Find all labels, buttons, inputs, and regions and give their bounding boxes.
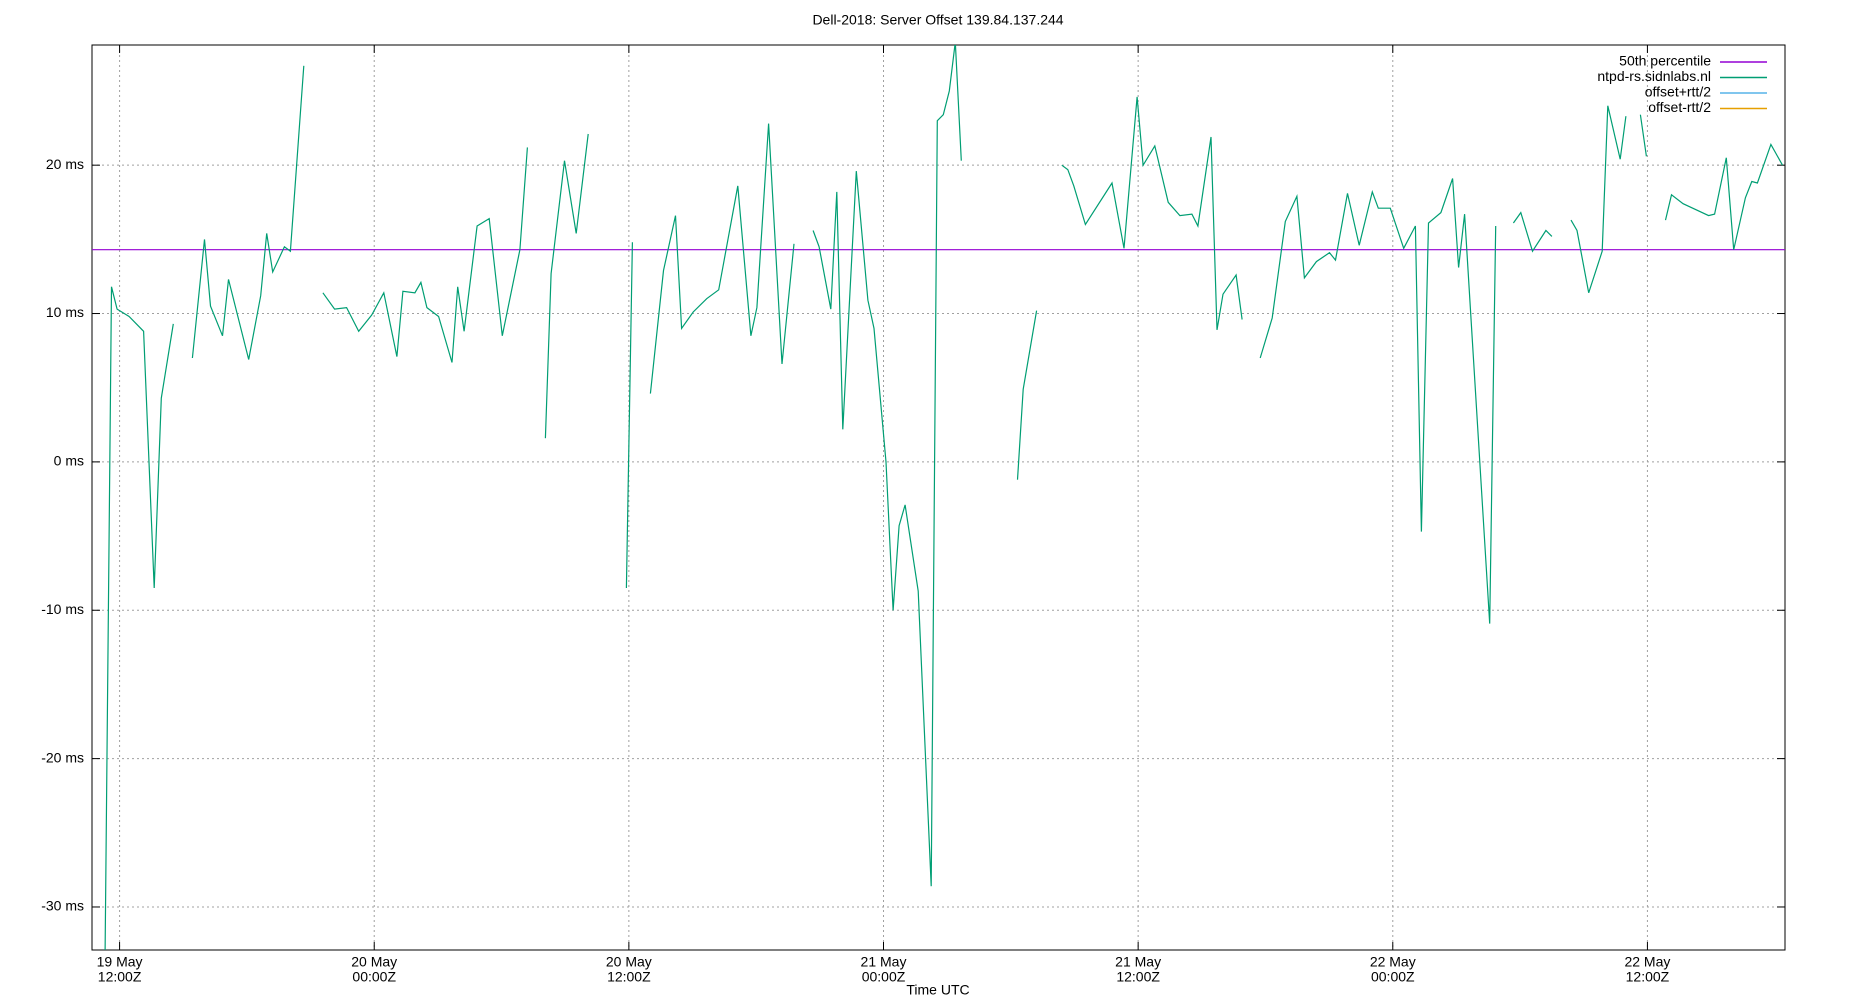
legend-label: ntpd-rs.sidnlabs.nl [1597,68,1711,84]
x-tick-label: 12:00Z [98,969,142,985]
legend-label: offset+rtt/2 [1645,84,1711,100]
x-tick-label: 00:00Z [352,969,396,985]
x-tick-label: 21 May [861,954,907,970]
y-tick-label: 10 ms [46,304,84,320]
x-tick-label: 00:00Z [1371,969,1415,985]
x-tick-label: 20 May [351,954,397,970]
x-tick-label: 12:00Z [1626,969,1670,985]
x-tick-label: 20 May [606,954,652,970]
x-tick-label: 21 May [1115,954,1161,970]
y-tick-label: -10 ms [41,601,84,617]
x-axis-title: Time UTC [906,982,969,998]
y-tick-label: -30 ms [41,898,84,914]
series-line [104,45,1784,950]
y-tick-label: 0 ms [54,453,84,469]
y-tick-label: 20 ms [46,156,84,172]
x-tick-label: 22 May [1624,954,1670,970]
x-tick-label: 19 May [97,954,143,970]
x-tick-label: 00:00Z [862,969,906,985]
legend-label: 50th percentile [1619,53,1711,69]
x-tick-label: 12:00Z [607,969,651,985]
x-tick-label: 12:00Z [1116,969,1160,985]
plot-frame [91,44,1786,951]
legend-label: offset-rtt/2 [1648,99,1711,115]
y-tick-label: -20 ms [41,749,84,765]
chart-title: Dell-2018: Server Offset 139.84.137.244 [812,12,1063,28]
x-tick-label: 22 May [1370,954,1416,970]
